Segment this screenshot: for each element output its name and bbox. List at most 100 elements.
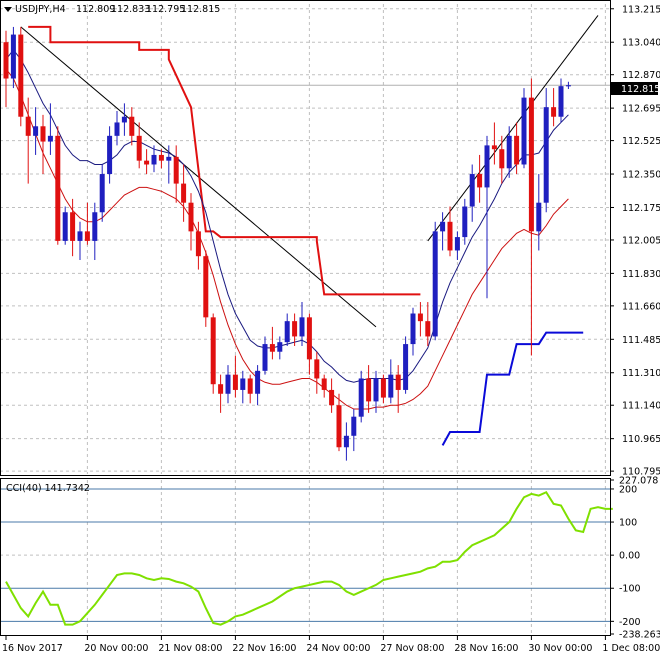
candle-body [336,405,342,448]
x-tick-label: 28 Nov 16:00 [454,643,518,654]
candle-body [499,149,505,169]
candlestick [395,365,401,413]
candlestick [47,103,53,155]
cci-y-tick-label: -200 [619,617,641,628]
candle-body [314,359,320,379]
candlestick [92,202,98,261]
candlestick [343,422,349,461]
candle-body [321,378,327,390]
y-tick-label: 113.215 [622,4,660,15]
y-tick-label: 112.525 [622,136,660,147]
candle-body [388,374,394,398]
candlestick [262,336,268,375]
candle-body [299,317,305,337]
candle-body [99,174,105,213]
candle-body [536,202,542,232]
candlestick [181,164,187,222]
candlestick [255,365,261,406]
candlestick [336,393,342,452]
candle-body [92,212,98,241]
candle-body [40,126,46,142]
chart-ohlc-low: 112.795 [146,4,185,15]
candlestick [232,355,238,398]
candlestick [210,313,216,394]
y-tick-label: 110.795 [622,467,660,478]
candlestick [158,149,164,169]
candlestick [55,126,61,245]
candle-body [144,160,150,165]
candlestick [166,145,172,184]
candle-body [195,231,201,257]
candlestick [528,78,534,356]
candlestick [536,174,542,251]
x-tick-label: 16 Nov 2017 [2,643,63,654]
candle-body [440,221,446,232]
candle-body [558,86,564,117]
candlestick [462,198,468,245]
x-tick-label: 27 Nov 08:00 [380,643,444,654]
candle-body [84,231,90,241]
trailing-stop-lower-line [441,331,584,446]
slow-moving-average-line [5,68,569,410]
candle-body [269,344,275,352]
candlestick [195,221,201,270]
candle-body [358,378,364,417]
current-price-label-box [611,82,658,95]
candle-body [432,231,438,337]
candlestick [506,126,512,178]
x-tick-label: 30 Nov 00:00 [528,643,592,654]
cci-y-tick-label: -100 [619,584,641,595]
collapse-triangle-icon[interactable] [4,7,12,12]
candle-body [262,344,268,371]
candlestick [188,193,194,251]
candlestick [151,145,157,173]
candle-body [484,145,490,188]
candle-body [477,174,483,188]
candlestick [306,313,312,375]
candlestick [203,250,209,327]
cci-y-tick-label: 100 [619,518,637,529]
cci-pane [5,491,613,626]
candle-body [506,135,512,169]
candle-body [551,107,557,117]
candle-body [284,321,290,343]
candle-body [395,374,401,390]
candlestick [70,198,76,257]
candlestick [292,313,298,346]
x-tick-label: 1 Dec 08:00 [602,643,660,654]
candlestick [491,122,497,165]
y-tick-label: 111.485 [622,335,660,346]
y-tick-label: 111.310 [622,368,660,379]
candle-body [329,389,335,406]
candlestick [225,365,231,404]
candle-body [410,313,416,345]
candlestick [10,26,16,89]
candlestick [351,409,357,452]
candlestick [84,202,90,245]
y-tick-label: 112.350 [622,170,660,181]
x-tick-label: 20 Nov 00:00 [84,643,148,654]
candle-body [292,321,298,337]
y-tick-label: 113.040 [622,38,660,49]
candle-body [469,174,475,207]
candle-body [417,313,423,322]
y-tick-label: 111.830 [622,269,660,280]
candle-body [255,370,261,394]
y-tick-label: 111.660 [622,301,660,312]
candlestick [447,206,453,257]
candlestick [432,221,438,341]
candlestick [321,374,327,398]
candle-body [70,212,76,241]
candlestick [521,88,527,169]
candlestick [388,359,394,404]
cci-y-tick-label: 200 [619,484,637,495]
candlestick [440,212,446,251]
candle-body [107,135,113,175]
axis-layer: 16 Nov 2017 20 Nov 00:00 21 Nov 08:00 22 No… [2,4,660,654]
y-tick-label: 111.140 [622,401,660,412]
candlestick [366,365,372,413]
grid-layer [0,4,610,634]
candlestick [62,206,68,245]
candlestick [314,351,320,394]
